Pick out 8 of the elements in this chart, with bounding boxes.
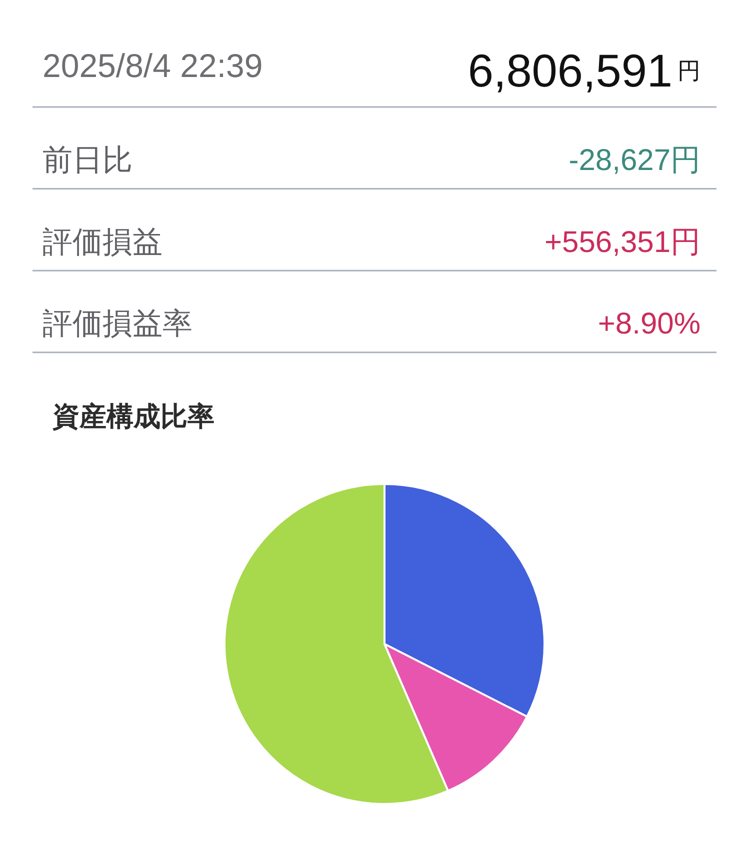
text: 前日比 [42, 144, 132, 177]
text: +556,351円 [544, 226, 701, 259]
chart-title: 資産構成比率 [52, 401, 214, 432]
text: 評価損益 [42, 226, 162, 259]
text: 評価損益率 [42, 308, 192, 341]
text: +8.90% [598, 308, 701, 341]
text: -28,627円 [568, 144, 700, 177]
text: 2025/8/4 22:39 [42, 47, 263, 84]
